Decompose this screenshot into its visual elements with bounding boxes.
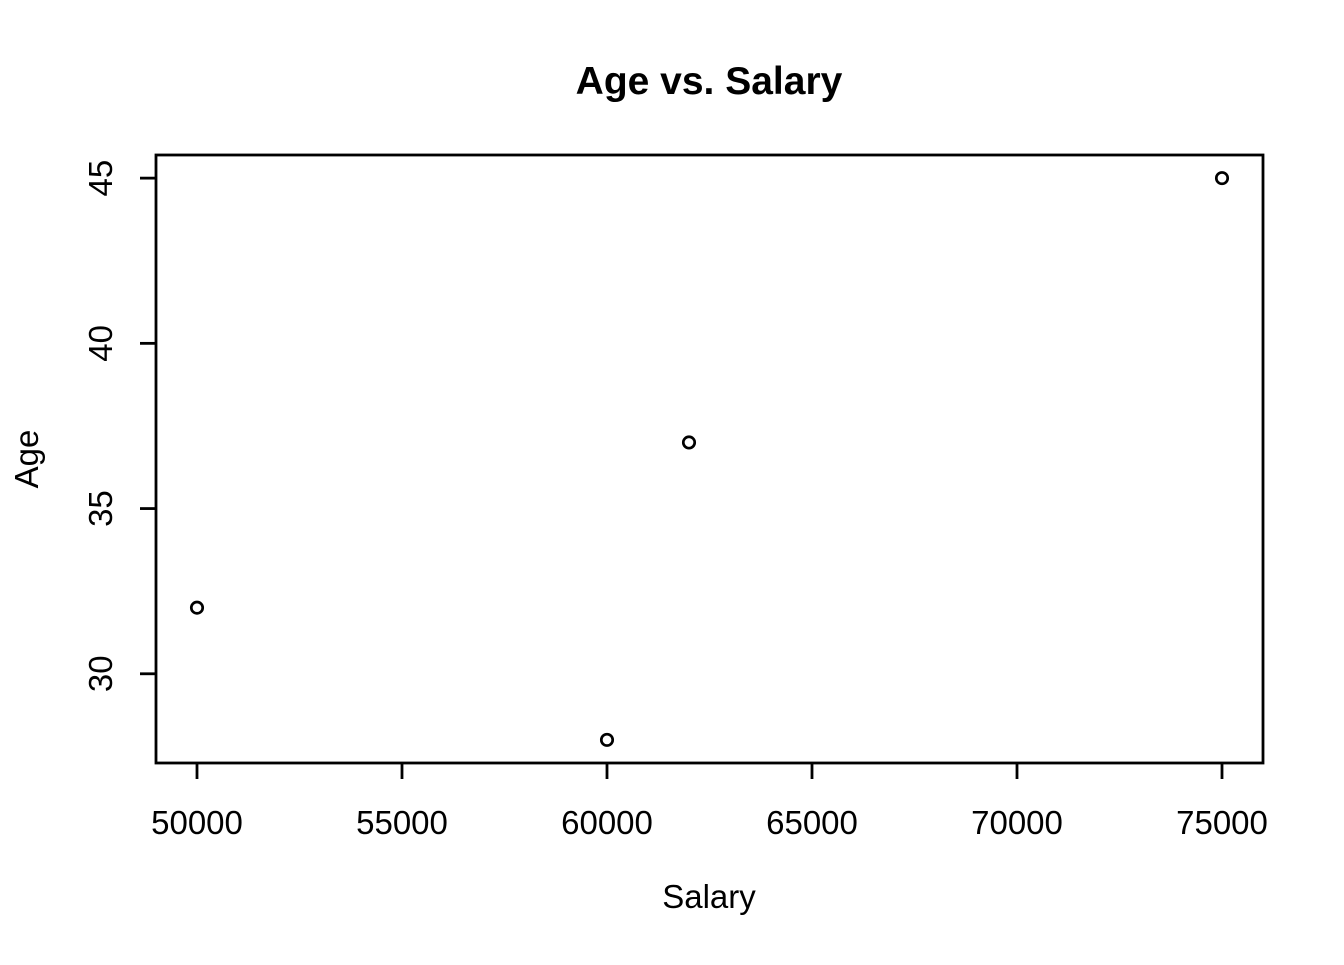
x-tick-label: 55000 xyxy=(356,804,448,841)
data-point xyxy=(189,600,205,615)
x-axis-label: Salary xyxy=(662,878,756,915)
chart-title: Age vs. Salary xyxy=(576,60,843,103)
y-axis-label: Age xyxy=(8,430,45,489)
plot-area: 50000 55000 60000 65000 70000 75000 30 35 40 45 xyxy=(82,153,1268,841)
y-tick-label: 40 xyxy=(82,325,119,362)
x-tick-label: 75000 xyxy=(1176,804,1268,841)
data-point xyxy=(1214,171,1230,186)
y-tick-label: 30 xyxy=(82,655,119,692)
x-tick-label: 60000 xyxy=(561,804,653,841)
y-tick-label: 35 xyxy=(82,490,119,527)
y-tick-label: 45 xyxy=(82,160,119,197)
x-tick-label: 50000 xyxy=(151,804,243,841)
x-tick-label: 70000 xyxy=(971,804,1063,841)
x-tick-label: 65000 xyxy=(766,804,858,841)
data-point xyxy=(599,732,615,747)
data-point xyxy=(681,435,697,450)
plot-box xyxy=(154,153,1265,765)
